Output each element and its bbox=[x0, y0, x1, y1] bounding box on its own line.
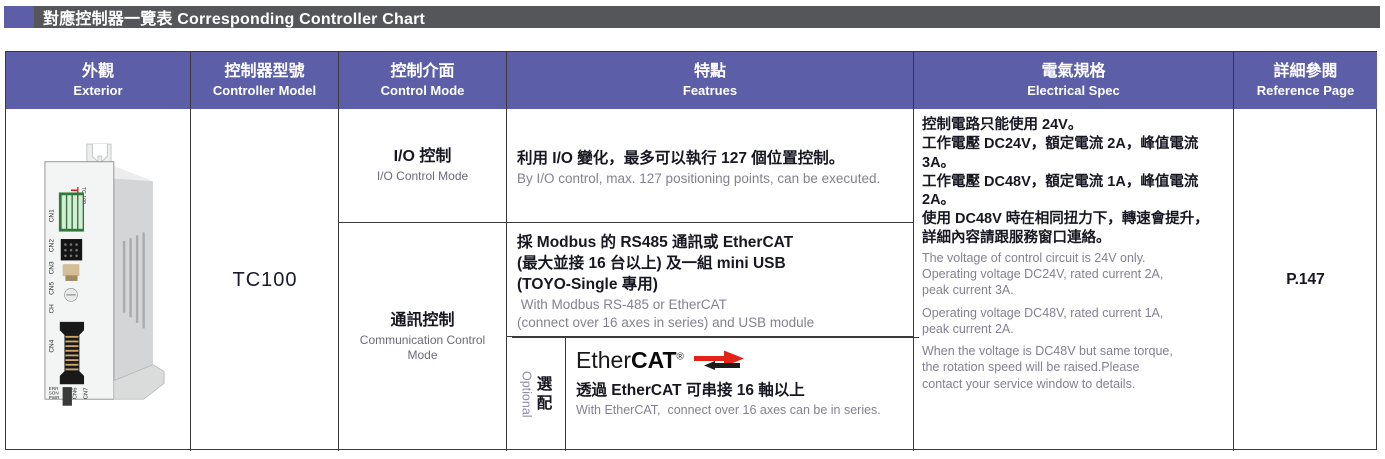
svg-text:CN1: CN1 bbox=[48, 209, 55, 222]
svg-text:CN7: CN7 bbox=[84, 387, 90, 399]
svg-text:CN6: CN6 bbox=[73, 387, 79, 399]
svg-text:CN3: CN3 bbox=[48, 261, 55, 274]
svg-text:PWR: PWR bbox=[49, 395, 60, 400]
svg-text:CN5: CN5 bbox=[48, 282, 55, 295]
svg-text:CN4: CN4 bbox=[48, 339, 55, 352]
svg-text:CN2: CN2 bbox=[48, 239, 55, 252]
svg-text:CH: CH bbox=[48, 304, 55, 314]
